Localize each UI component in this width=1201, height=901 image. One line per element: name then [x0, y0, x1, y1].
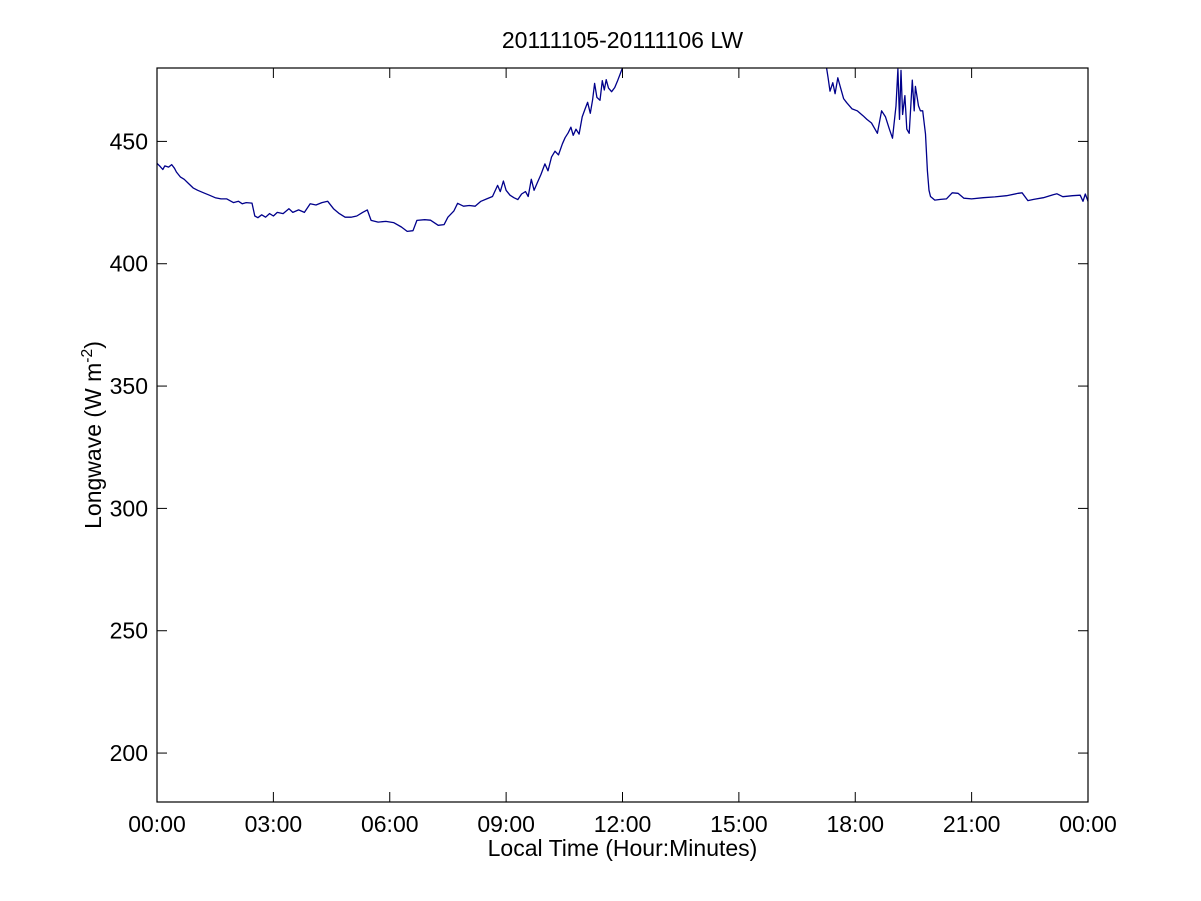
x-tick-label: 12:00 [594, 811, 652, 837]
y-tick-label: 400 [110, 251, 148, 277]
x-axis-label: Local Time (Hour:Minutes) [487, 835, 758, 861]
y-axis-label-base: Longwave (W m [79, 362, 106, 529]
y-tick-label: 250 [110, 618, 148, 644]
x-tick-label: 00:00 [128, 811, 186, 837]
y-tick-label: 450 [110, 128, 148, 154]
x-tick-label: 15:00 [710, 811, 768, 837]
axes-box [156, 67, 1089, 803]
lw-series-line [825, 68, 1088, 202]
y-axis-label: Longwave (W m-2) [79, 341, 107, 529]
y-axis-label-superscript: -2 [79, 348, 97, 363]
x-tick-label: 00:00 [1059, 811, 1117, 837]
chart-title: 20111105-20111106 LW [501, 27, 744, 53]
x-tick-label: 06:00 [361, 811, 419, 837]
lw-series-line [157, 68, 624, 233]
x-tick-label: 09:00 [477, 811, 535, 837]
y-axis-label-close: ) [79, 341, 106, 349]
series-group [157, 68, 1088, 233]
y-tick-label: 200 [110, 740, 148, 766]
x-tick-label: 03:00 [245, 811, 303, 837]
x-tick-label: 21:00 [943, 811, 1001, 837]
plot-area [157, 68, 1088, 802]
y-tick-label: 350 [110, 373, 148, 399]
y-tick-label: 300 [110, 495, 148, 521]
x-tick-label: 18:00 [826, 811, 884, 837]
